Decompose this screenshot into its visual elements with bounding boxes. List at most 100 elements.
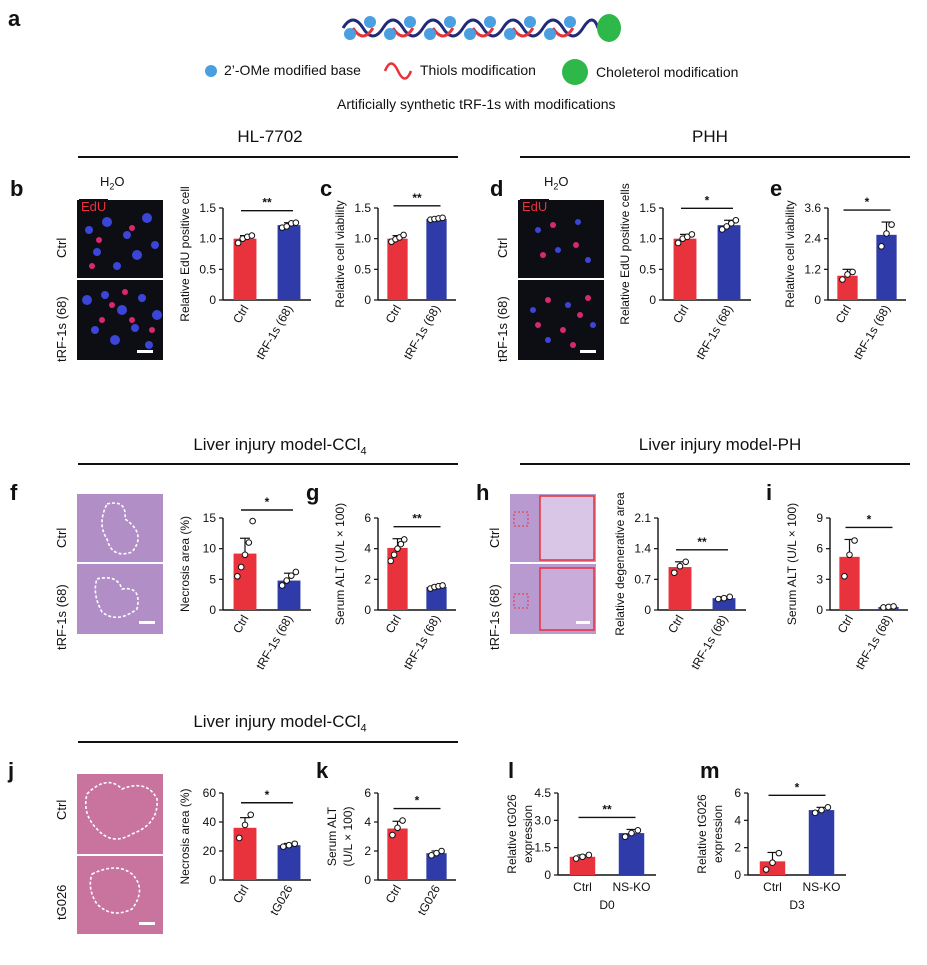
y-tick-label: 40	[203, 815, 217, 829]
y-axis-label: Relative tG026	[695, 794, 709, 874]
data-point	[851, 537, 858, 544]
x-tick-label: Ctrl	[383, 883, 404, 906]
bar	[668, 567, 692, 610]
x-tick-label: NS-KO	[802, 880, 840, 894]
y-axis-label: Serum ALT	[325, 806, 339, 866]
bar	[387, 238, 408, 300]
section-ccl4-top: Liver injury model-CCl4	[193, 435, 367, 458]
data-point	[726, 593, 734, 601]
y-tick-label: 3.0	[534, 813, 551, 827]
y-tick-label: 1.5	[639, 201, 656, 215]
data-point	[245, 539, 253, 546]
bar	[717, 225, 741, 300]
y-tick-label: 0.7	[634, 572, 651, 586]
y-tick-label: 1.2	[804, 262, 821, 276]
base-legend-text: 2’-OMe modified base	[224, 62, 361, 78]
bar	[712, 598, 736, 610]
micrograph-he-f	[77, 494, 163, 634]
x-tick-label: tRF-1s (68)	[853, 613, 895, 673]
cells-fluorescence-b	[77, 213, 163, 353]
data-point	[291, 840, 299, 848]
y-tick-label: 0	[644, 603, 651, 617]
section-rule-ph	[520, 463, 910, 465]
data-point	[732, 216, 740, 224]
bar	[277, 845, 301, 880]
bar	[426, 587, 447, 610]
cells-fluorescence-d	[518, 219, 604, 353]
base-legend-icon	[205, 65, 217, 77]
row-label-trf-h: tRF-1s (68)	[487, 584, 502, 650]
data-point	[688, 231, 696, 238]
chart-m: 0 2 4 6 Relative tG026 expression Ctrl NS-KO D3 *	[695, 780, 846, 912]
y-axis-label-line2: (U/L × 100)	[341, 807, 355, 867]
bar	[426, 853, 447, 880]
chart-e: 0 1.2 2.4 3.6 Relative cell viability CtrltRF…	[783, 195, 906, 362]
panel-label-l: l	[508, 758, 515, 783]
y-tick-label: 15	[203, 511, 217, 525]
chart-k: 0 2 4 6 Serum ALT (U/L × 100) Ctrl tG026 *	[325, 786, 456, 918]
row-label-tg026-j: tG026	[54, 884, 69, 920]
data-point	[439, 582, 446, 589]
data-point	[283, 223, 291, 230]
data-point	[390, 551, 398, 559]
micrograph-he-h	[510, 494, 596, 634]
y-tick-label: 1.0	[639, 232, 656, 246]
data-point	[714, 595, 722, 603]
y-axis-label: Necrosis area (%)	[178, 516, 192, 612]
bar	[876, 234, 897, 300]
x-tick-label: tRF-1s (68)	[401, 303, 443, 363]
data-point	[676, 562, 684, 570]
panel-label-b: b	[10, 176, 24, 201]
row-label-trf-b: tRF-1s (68)	[54, 296, 69, 362]
bar	[387, 828, 408, 880]
chart-l: 0 1.5 3.0 4.5 Relative tG026 expression Ctrl NS…	[505, 786, 656, 912]
edu-label-b: EdU	[79, 199, 109, 214]
data-point	[883, 230, 890, 237]
panel-label-c: c	[320, 176, 333, 201]
y-tick-label: 2	[364, 572, 371, 586]
panel-label-a: a	[8, 6, 21, 31]
data-point	[394, 545, 401, 552]
significance-marker: *	[705, 193, 710, 207]
data-point	[585, 851, 593, 859]
bar	[426, 219, 447, 300]
y-tick-label: 0.5	[639, 262, 656, 276]
y-axis-label: Relative cell viability	[333, 200, 347, 307]
y-axis-label: Relative cell viability	[783, 200, 797, 307]
section-rule-ccl4-bottom	[78, 741, 458, 743]
x-tick-label: tG026	[415, 882, 444, 918]
h2o2-label-b: H2O	[100, 174, 125, 192]
significance-marker: **	[412, 512, 422, 526]
thiols-legend-icon	[383, 62, 413, 80]
data-point	[579, 853, 586, 861]
significance-marker: **	[697, 535, 707, 549]
y-axis-label: Serum ALT (U/L × 100)	[333, 503, 347, 625]
data-point	[234, 572, 241, 580]
y-axis-label: Relative degenerative area	[613, 492, 627, 636]
x-tick-label: tRF-1s (68)	[253, 613, 295, 673]
row-label-ctrl-d: Ctrl	[495, 237, 510, 258]
data-point	[387, 557, 395, 565]
x-tick-label: Ctrl	[230, 613, 251, 636]
y-tick-label: 0	[364, 293, 371, 307]
y-axis-label: Necrosis area (%)	[178, 788, 192, 884]
y-tick-label: 6	[364, 511, 371, 525]
data-point	[811, 809, 819, 817]
x-tick-label: Ctrl	[383, 303, 404, 326]
y-tick-label: 4.5	[534, 786, 551, 800]
y-tick-label: 0	[816, 603, 823, 617]
significance-marker: *	[415, 794, 420, 808]
x-tick-label: Ctrl	[670, 303, 691, 326]
significance-marker: **	[262, 196, 272, 210]
bar	[808, 810, 835, 875]
significance-marker: **	[602, 802, 612, 816]
micrograph-he-j	[77, 774, 163, 934]
section-ph: Liver injury model-PH	[638, 435, 802, 454]
y-tick-label: 0	[734, 868, 741, 882]
micrograph-edu-phh	[518, 200, 604, 360]
y-tick-label: 5	[209, 572, 216, 586]
x-tick-label: tRF-1s (68)	[253, 303, 295, 363]
data-point	[438, 847, 445, 855]
y-tick-label: 0	[209, 873, 216, 887]
